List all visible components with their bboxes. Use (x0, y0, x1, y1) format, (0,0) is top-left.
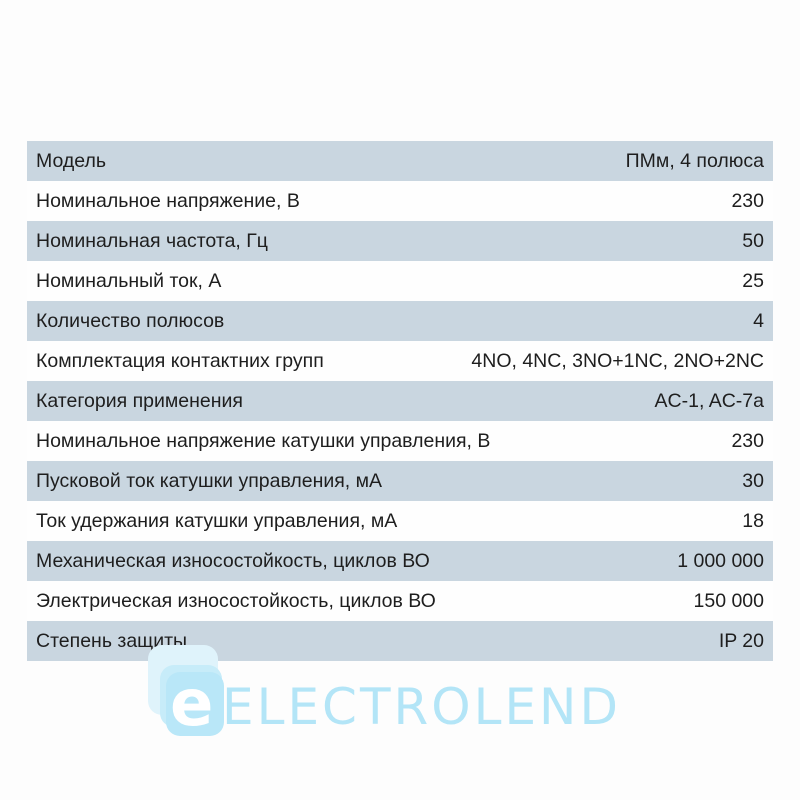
spec-label: Степень защиты (36, 629, 188, 652)
spec-value: ПМм, 4 полюса (625, 149, 764, 172)
spec-label: Номинальный ток, А (36, 269, 222, 292)
spec-label: Номинальное напряжение, В (36, 189, 300, 212)
spec-label: Номинальная частота, Гц (36, 229, 268, 252)
spec-row: Механическая износостойкость, циклов ВО 1… (27, 541, 773, 581)
spec-row: Номинальное напряжение, В 230 (27, 181, 773, 221)
watermark-letter: e (170, 667, 214, 741)
spec-label: Ток удержания катушки управления, мА (36, 509, 398, 532)
spec-row: Категория применения AC-1, AC-7a (27, 381, 773, 421)
spec-value: AC-1, AC-7a (654, 389, 764, 412)
spec-value: 1 000 000 (677, 549, 764, 572)
spec-label: Пусковой ток катушки управления, мА (36, 469, 383, 492)
spec-value: 4 (753, 309, 764, 332)
spec-table: Модель ПМм, 4 полюса Номинальное напряжени… (27, 141, 773, 661)
spec-value: 18 (742, 509, 764, 532)
watermark-text: ELECTROLEND (222, 678, 621, 736)
spec-row: Номинальное напряжение катушки управлени… (27, 421, 773, 461)
spec-row: Пусковой ток катушки управления, мА 30 (27, 461, 773, 501)
spec-label: Механическая износостойкость, циклов ВО (36, 549, 430, 572)
spec-value: 150 000 (693, 589, 765, 612)
spec-value: 230 (731, 189, 764, 212)
spec-row: Степень защиты IP 20 (27, 621, 773, 661)
spec-row: Электрическая износостойкость, циклов ВО… (27, 581, 773, 621)
spec-row: Модель ПМм, 4 полюса (27, 141, 773, 181)
spec-row: Комплектация контактних групп 4NO, 4NC, 3… (27, 341, 773, 381)
spec-label: Количество полюсов (36, 309, 225, 332)
spec-label: Электрическая износостойкость, циклов ВО (36, 589, 436, 612)
spec-label: Комплектация контактних групп (36, 349, 324, 372)
spec-row: Количество полюсов 4 (27, 301, 773, 341)
spec-value: IP 20 (718, 629, 764, 652)
spec-value: 50 (742, 229, 764, 252)
spec-value: 25 (742, 269, 764, 292)
spec-label: Категория применения (36, 389, 243, 412)
spec-row: Номинальный ток, А 25 (27, 261, 773, 301)
spec-row: Ток удержания катушки управления, мА 18 (27, 501, 773, 541)
spec-label: Номинальное напряжение катушки управлени… (36, 429, 491, 452)
spec-row: Номинальная частота, Гц 50 (27, 221, 773, 261)
spec-label: Модель (36, 149, 106, 172)
spec-value: 30 (742, 469, 764, 492)
spec-value: 230 (731, 429, 764, 452)
spec-value: 4NO, 4NC, 3NO+1NC, 2NO+2NC (471, 349, 764, 372)
